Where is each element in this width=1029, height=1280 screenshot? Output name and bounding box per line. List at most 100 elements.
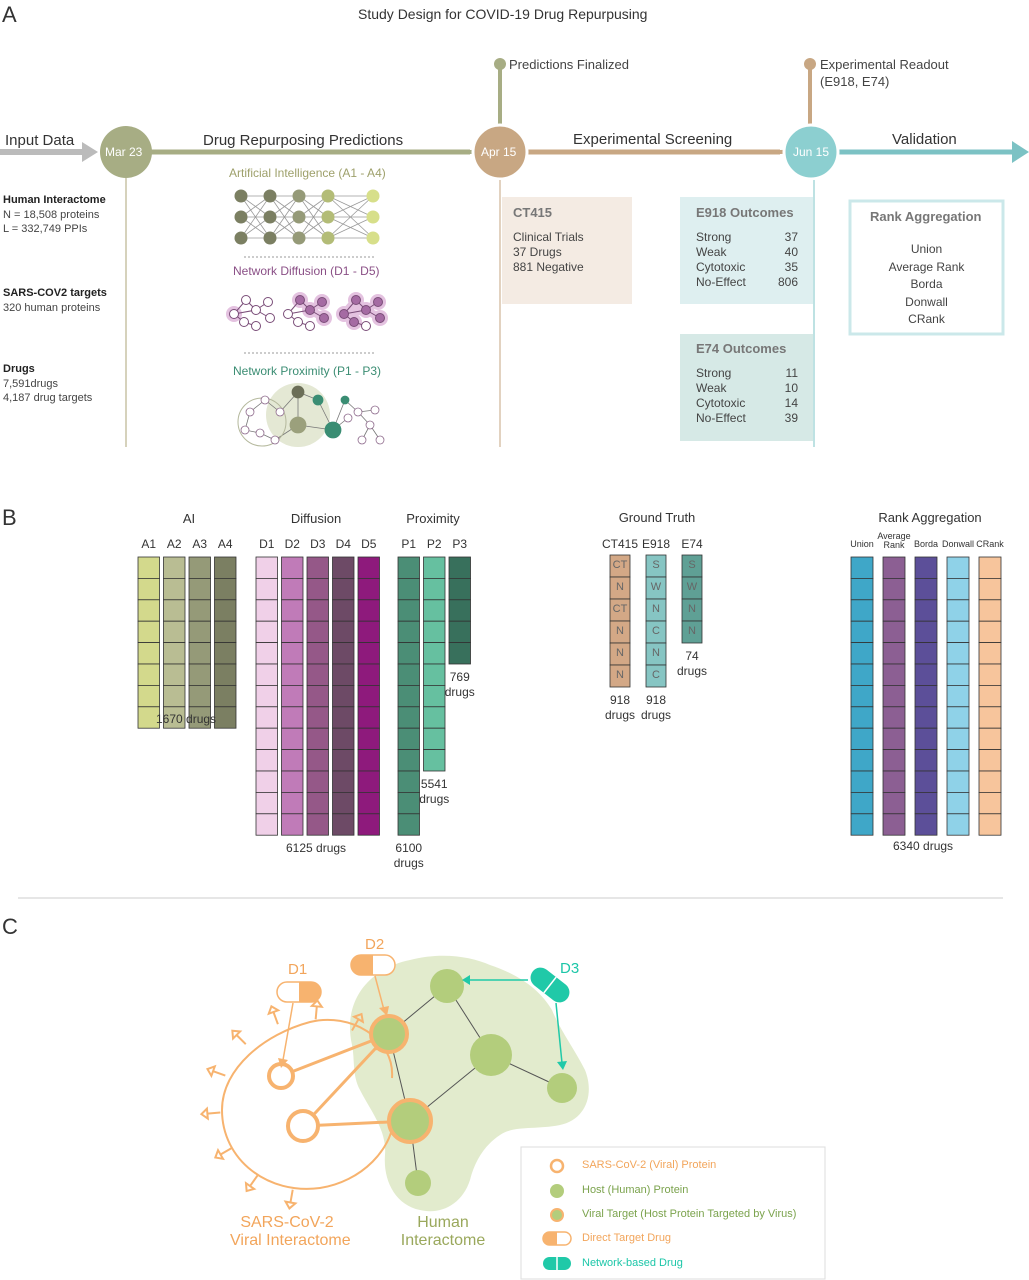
column-footer: 5541 <box>420 777 448 791</box>
proximity-node <box>291 385 305 399</box>
drug-list-cell <box>978 663 1002 686</box>
drug-list-cell <box>946 578 970 601</box>
virus-spike <box>309 998 324 1008</box>
drug-list-cell <box>946 749 970 772</box>
drug-lists-grid <box>137 554 1002 836</box>
neural-network-icon <box>234 189 380 245</box>
drug-list-cell <box>423 556 446 579</box>
panel-label-c: C <box>2 914 18 939</box>
drug-list-cell <box>357 727 380 751</box>
drug-list-cell <box>188 620 211 644</box>
drug-list-cell <box>255 749 278 772</box>
cell-label: CT <box>612 559 628 571</box>
drug-list-cell <box>163 599 186 622</box>
drug-list-cell <box>882 642 906 665</box>
drug-list-cell <box>255 770 278 793</box>
drug-list-cell <box>137 706 160 729</box>
network-proximity-icon <box>237 383 385 447</box>
drug-d2-label: D2 <box>365 936 385 953</box>
drug-list-column <box>978 556 1002 836</box>
drug-list-cell <box>281 663 304 686</box>
drug-list-cell <box>882 578 906 601</box>
network-diffusion-icon <box>226 292 388 331</box>
drug-list-cell <box>946 556 970 579</box>
drug-list-cell <box>306 642 329 665</box>
drug-list-cell <box>255 556 278 579</box>
drug-list-cell <box>137 556 160 579</box>
panel-label-a: A <box>2 2 17 27</box>
drug-targets-count: 4,187 drug targets <box>3 392 93 404</box>
outcome-value: 37 <box>784 230 798 244</box>
proximity-node <box>353 407 363 417</box>
cell-label: N <box>616 581 624 593</box>
drug-list-cell <box>681 620 703 644</box>
e918-title: E918 Outcomes <box>696 205 794 220</box>
drug-list-cell <box>882 813 906 836</box>
ct415-line: Clinical Trials <box>513 230 584 244</box>
rank-footer: 6340 drugs <box>893 839 954 853</box>
drug-list-cell <box>423 642 446 665</box>
drug-list-cell <box>332 685 355 708</box>
drug-list-cell <box>332 813 355 836</box>
diffusion-footer: 6125 drugs <box>286 841 347 855</box>
drug-list-cell <box>306 727 329 751</box>
cell-label: CT <box>612 603 628 615</box>
nn-node <box>321 210 335 224</box>
drug-list-cell <box>946 706 970 729</box>
virus-spike <box>283 1200 298 1210</box>
rank-group-title: Rank Aggregation <box>878 510 982 525</box>
drug-list-cell <box>397 642 420 665</box>
cell-label: W <box>686 581 698 593</box>
drug-list-cell <box>882 556 906 579</box>
drug-list-cell <box>423 578 446 601</box>
interactome-diagram <box>199 954 826 1280</box>
drug-list-cell <box>850 578 874 601</box>
rank-method-item: CRank <box>908 312 945 326</box>
input-data-label: Input Data <box>5 132 75 149</box>
legend-direct-drug-icon <box>542 1231 572 1246</box>
date-node-mar23 <box>100 126 152 178</box>
column-header: D2 <box>284 537 300 551</box>
drug-list-cell <box>397 749 420 772</box>
drug-list-cell <box>946 642 970 665</box>
drug-list-cell <box>914 813 938 836</box>
drug-list-cell <box>255 813 278 836</box>
drug-list-cell <box>163 642 186 665</box>
drug-list-column <box>281 556 304 836</box>
drug-list-cell <box>914 685 938 708</box>
drug-list-cell <box>978 792 1002 815</box>
nn-node <box>366 189 380 203</box>
drug-d3-icon <box>462 967 570 1070</box>
drug-list-cell <box>332 663 355 686</box>
drug-list-column <box>850 556 874 836</box>
proximity-node <box>260 395 270 405</box>
drug-list-cell <box>357 770 380 793</box>
drug-list-cell <box>882 792 906 815</box>
rank-method-item: Average Rank <box>888 259 965 274</box>
drug-list-cell <box>188 599 211 622</box>
targets-title: SARS-COV2 targets <box>3 287 107 299</box>
drug-list-cell <box>357 792 380 815</box>
virus-envelope <box>220 1018 396 1190</box>
human-interactome-label: Human Interactome <box>398 1214 488 1250</box>
ct415-box <box>502 197 632 304</box>
human-interactome-blob <box>349 955 589 1212</box>
drug-list-cell <box>332 578 355 601</box>
rank-aggregation-box <box>848 199 1005 336</box>
column-footer: drugs <box>640 708 672 722</box>
column-header: Donwall <box>941 539 974 549</box>
drug-list-cell <box>306 578 329 601</box>
drug-list-cell <box>423 749 446 772</box>
validation-label: Validation <box>892 131 957 148</box>
drug-list-cell <box>281 620 304 644</box>
viral-protein-node <box>286 1109 320 1143</box>
drug-list-cell <box>914 642 938 665</box>
drug-list-column <box>681 554 703 644</box>
nn-node <box>234 231 248 245</box>
column-header: D4 <box>335 537 351 551</box>
outcome-value: 806 <box>777 275 798 289</box>
drug-list-cell <box>946 663 970 686</box>
drug-list-cell <box>332 770 355 793</box>
drug-list-cell <box>281 792 304 815</box>
drug-list-cell <box>397 685 420 708</box>
